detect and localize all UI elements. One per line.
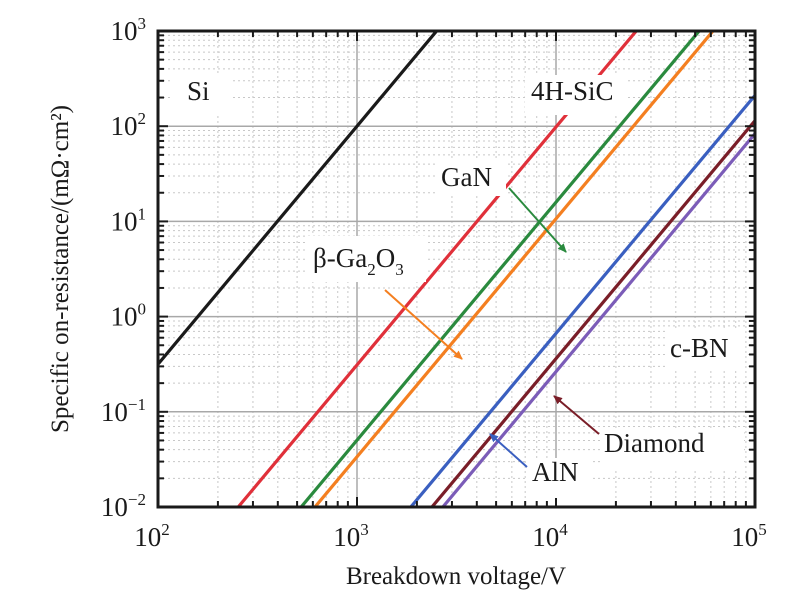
series-line-c-bn bbox=[440, 132, 755, 507]
diamond-arrow bbox=[553, 395, 600, 435]
x-tick-label: 102 bbox=[134, 520, 170, 552]
x-tick-label: 105 bbox=[731, 520, 767, 552]
aln-arrow bbox=[489, 433, 528, 468]
annotation-ga2o3: β-Ga2O3 bbox=[313, 243, 404, 279]
series-line-diamond bbox=[429, 119, 755, 507]
annotation-c-bn: c-BN bbox=[670, 333, 728, 363]
series-line-ga2o3 bbox=[312, 31, 716, 507]
series-lines bbox=[158, 31, 755, 507]
annotation-aln: AlN bbox=[532, 457, 579, 487]
y-tick-label: 10−1 bbox=[101, 395, 146, 427]
annotations: Si 4H-SiC GaN β-Ga2O3 c-BN Diamond AlN bbox=[172, 75, 745, 498]
minor-gridlines bbox=[158, 31, 755, 507]
y-tick-label: 102 bbox=[111, 109, 147, 141]
y-tick-label: 101 bbox=[111, 204, 147, 236]
series-line-si bbox=[158, 31, 439, 366]
series-line-4h-sic bbox=[236, 31, 639, 507]
y-tick-label: 100 bbox=[111, 300, 147, 332]
series-line-aln bbox=[408, 94, 755, 507]
y-tick-label: 103 bbox=[111, 14, 147, 46]
annotation-diamond: Diamond bbox=[604, 428, 705, 458]
y-axis-title: Specific on-resistance/(mΩ·cm²) bbox=[47, 105, 74, 433]
plot-frame bbox=[156, 29, 757, 509]
x-tick-label: 103 bbox=[333, 520, 369, 552]
y-tick-label: 10−2 bbox=[101, 490, 146, 522]
x-axis-title: Breakdown voltage/V bbox=[346, 563, 566, 590]
series-line-gan bbox=[299, 31, 702, 507]
annotation-4h-sic: 4H-SiC bbox=[531, 76, 614, 106]
y-tick-labels: 10−2 10−1 100 101 102 103 bbox=[101, 14, 146, 522]
x-tick-label: 104 bbox=[532, 520, 568, 552]
gan-arrow bbox=[508, 187, 567, 253]
annotation-gan: GaN bbox=[441, 162, 492, 192]
ga2o3-arrow bbox=[384, 289, 463, 360]
annotation-si: Si bbox=[187, 76, 210, 106]
x-tick-labels: 102 103 104 105 bbox=[134, 520, 767, 552]
